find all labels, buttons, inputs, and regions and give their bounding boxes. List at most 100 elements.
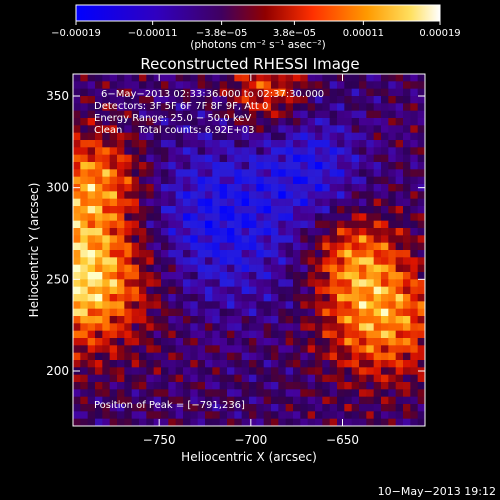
heatmap-cell bbox=[307, 125, 316, 134]
heatmap-cell bbox=[146, 316, 155, 324]
heatmap-cell bbox=[278, 162, 287, 170]
heatmap-cell bbox=[271, 338, 279, 346]
heatmap-cell bbox=[80, 176, 89, 185]
heatmap-cell bbox=[315, 191, 323, 200]
heatmap-cell bbox=[278, 418, 287, 426]
heatmap-cell bbox=[234, 272, 243, 280]
heatmap-cell bbox=[139, 96, 147, 104]
heatmap-cell bbox=[395, 338, 404, 346]
colorbar-tick-label: 0.00019 bbox=[419, 28, 460, 39]
heatmap-cell bbox=[307, 132, 316, 141]
heatmap-cell bbox=[190, 176, 199, 185]
heatmap-cell bbox=[300, 308, 309, 317]
heatmap-cell bbox=[322, 118, 331, 126]
heatmap-cell bbox=[293, 154, 301, 163]
heatmap-cell bbox=[146, 257, 155, 266]
heatmap-cell bbox=[153, 411, 162, 420]
heatmap-cell bbox=[359, 301, 367, 310]
heatmap-cell bbox=[403, 411, 411, 420]
heatmap-cell bbox=[146, 110, 155, 119]
heatmap-cell bbox=[183, 345, 191, 354]
heatmap-cell bbox=[263, 132, 272, 141]
heatmap-cell bbox=[285, 110, 294, 119]
heatmap-cell bbox=[329, 323, 338, 332]
heatmap-cell bbox=[234, 184, 243, 192]
heatmap-cell bbox=[175, 81, 184, 90]
heatmap-cell bbox=[293, 74, 301, 82]
heatmap-cell bbox=[322, 206, 331, 214]
heatmap-cell bbox=[73, 125, 81, 134]
heatmap-cell bbox=[183, 228, 191, 236]
heatmap-cell bbox=[73, 264, 81, 273]
heatmap-cell bbox=[102, 308, 111, 317]
heatmap-cell bbox=[139, 176, 147, 185]
heatmap-cell bbox=[80, 220, 89, 229]
heatmap-cell bbox=[285, 330, 294, 339]
heatmap-cell bbox=[388, 81, 397, 90]
heatmap-cell bbox=[403, 352, 411, 361]
heatmap-cell bbox=[351, 250, 360, 258]
heatmap-cell bbox=[153, 140, 162, 148]
heatmap-cell bbox=[205, 125, 213, 134]
heatmap-cell bbox=[307, 242, 316, 251]
heatmap-cell bbox=[322, 250, 331, 258]
heatmap-cell bbox=[403, 294, 411, 302]
heatmap-cell bbox=[329, 88, 338, 97]
heatmap-cell bbox=[344, 154, 353, 163]
heatmap-cell bbox=[153, 132, 162, 141]
heatmap-cell bbox=[219, 396, 228, 405]
heatmap-cell bbox=[153, 169, 162, 178]
heatmap-cell bbox=[359, 213, 367, 222]
heatmap-cell bbox=[73, 316, 81, 324]
heatmap-cell bbox=[73, 176, 81, 185]
heatmap-cell bbox=[373, 316, 382, 324]
heatmap-cell bbox=[278, 191, 287, 200]
heatmap-cell bbox=[73, 162, 81, 170]
heatmap-cell bbox=[205, 301, 213, 310]
heatmap-cell bbox=[278, 294, 287, 302]
heatmap-cell bbox=[322, 316, 331, 324]
heatmap-cell bbox=[234, 301, 243, 310]
heatmap-cell bbox=[153, 250, 162, 258]
heatmap-cell bbox=[73, 352, 81, 361]
heatmap-cell bbox=[95, 389, 103, 398]
heatmap-cell bbox=[227, 220, 235, 229]
heatmap-cell bbox=[329, 118, 338, 126]
heatmap-cell bbox=[344, 374, 353, 383]
heatmap-cell bbox=[109, 154, 118, 163]
heatmap-cell bbox=[161, 257, 169, 266]
heatmap-cell bbox=[95, 198, 103, 207]
heatmap-cell bbox=[219, 345, 228, 354]
heatmap-cell bbox=[373, 301, 382, 310]
heatmap-cell bbox=[315, 294, 323, 302]
heatmap-cell bbox=[366, 147, 375, 156]
heatmap-cell bbox=[227, 88, 235, 97]
heatmap-cell bbox=[278, 374, 287, 383]
heatmap-cell bbox=[263, 88, 272, 97]
heatmap-cell bbox=[278, 125, 287, 134]
heatmap-cell bbox=[109, 96, 118, 104]
heatmap-cell bbox=[183, 118, 191, 126]
heatmap-cell bbox=[359, 220, 367, 229]
heatmap-cell bbox=[359, 96, 367, 104]
heatmap-cell bbox=[205, 404, 213, 412]
heatmap-cell bbox=[381, 374, 389, 383]
heatmap-cell bbox=[417, 301, 425, 310]
heatmap-cell bbox=[234, 220, 243, 229]
heatmap-cell bbox=[337, 154, 345, 163]
heatmap-cell bbox=[315, 360, 323, 368]
heatmap-cell bbox=[381, 235, 389, 244]
heatmap-cell bbox=[102, 330, 111, 339]
heatmap-cell bbox=[256, 279, 265, 288]
heatmap-cell bbox=[109, 184, 118, 192]
heatmap-cell bbox=[87, 360, 96, 368]
heatmap-cell bbox=[285, 191, 294, 200]
heatmap-cell bbox=[285, 374, 294, 383]
heatmap-cell bbox=[146, 360, 155, 368]
heatmap-cell bbox=[293, 396, 301, 405]
heatmap-cell bbox=[285, 279, 294, 288]
heatmap-cell bbox=[234, 360, 243, 368]
heatmap-cell bbox=[373, 374, 382, 383]
heatmap-cell bbox=[197, 176, 206, 185]
